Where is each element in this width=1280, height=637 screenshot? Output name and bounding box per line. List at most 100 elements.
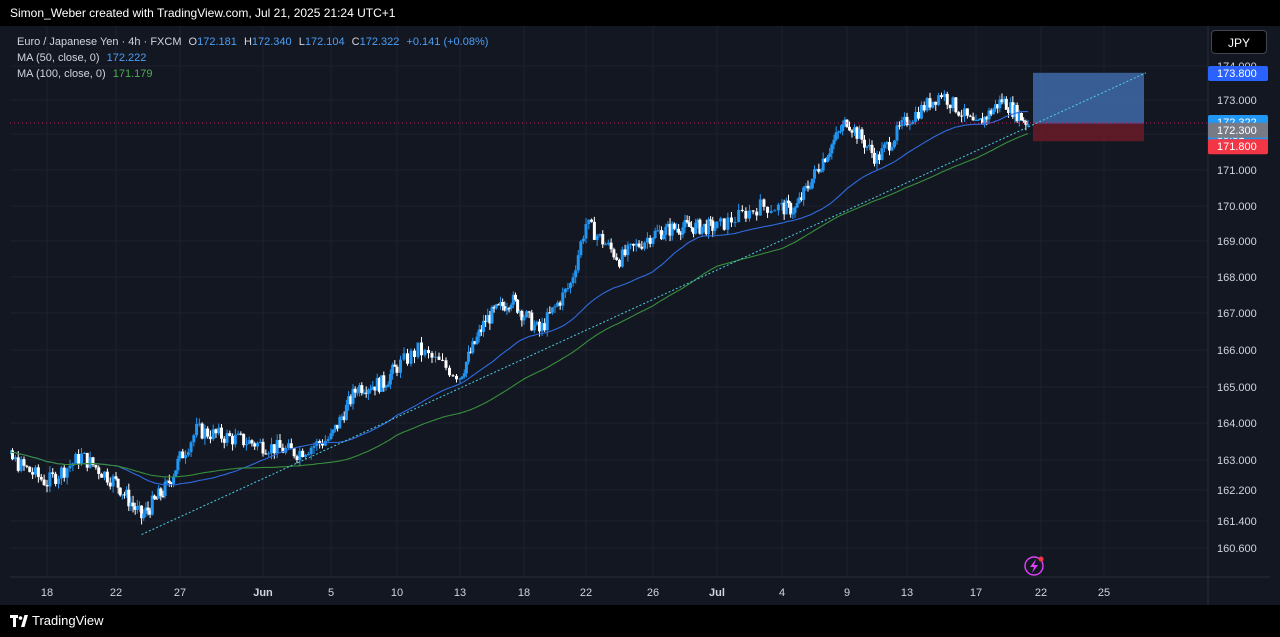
candle-body bbox=[16, 457, 20, 471]
candle-body bbox=[116, 478, 120, 488]
candle-body bbox=[94, 465, 98, 468]
candle-body bbox=[399, 359, 402, 373]
candle-body bbox=[312, 445, 316, 448]
candle-body bbox=[272, 444, 276, 454]
chart-area[interactable]: 160.600 161.400 162.200 163.000 164.000 165.0… bbox=[0, 26, 1270, 605]
candle-body bbox=[981, 118, 984, 125]
candle-body bbox=[1011, 102, 1015, 117]
candle-body bbox=[127, 489, 131, 507]
candle-body bbox=[448, 367, 451, 376]
candle-body bbox=[813, 169, 816, 179]
price-tick-label: 169.000 bbox=[1217, 236, 1257, 248]
candle-body bbox=[832, 139, 836, 145]
candle-body bbox=[344, 404, 348, 421]
candle-body bbox=[971, 116, 975, 121]
candle-body bbox=[336, 424, 340, 429]
candle-body bbox=[815, 169, 819, 171]
candle-body bbox=[664, 226, 668, 235]
candle-body bbox=[167, 480, 171, 483]
candle-body bbox=[657, 230, 661, 232]
candle-body bbox=[666, 223, 670, 227]
time-tick-label: 22 bbox=[1035, 587, 1047, 599]
candle-body bbox=[503, 306, 507, 311]
candle-body bbox=[384, 386, 388, 388]
candle-body bbox=[184, 455, 188, 459]
candle-body bbox=[885, 142, 889, 145]
candle-body bbox=[681, 227, 685, 235]
candle-body bbox=[595, 235, 599, 240]
candle-body bbox=[828, 153, 832, 158]
candle-body bbox=[195, 423, 199, 436]
candle-body bbox=[538, 321, 541, 332]
candle-body bbox=[643, 242, 647, 249]
candle-body bbox=[484, 320, 488, 323]
candle-body bbox=[689, 226, 693, 228]
candle-body bbox=[908, 124, 912, 126]
candle-body bbox=[870, 144, 874, 153]
candle-body bbox=[250, 440, 254, 444]
candle-body bbox=[434, 356, 437, 358]
ma100-value: 171.179 bbox=[112, 68, 153, 80]
candle-body bbox=[42, 479, 46, 486]
candle-body bbox=[737, 209, 741, 223]
legend-ma50-row[interactable]: MA (50, close, 0) 172.222 bbox=[17, 50, 488, 66]
candle-body bbox=[968, 115, 972, 117]
candle-body bbox=[278, 440, 282, 448]
attribution-bar: Simon_Weber created with TradingView.com… bbox=[0, 0, 1280, 26]
price-chart[interactable]: 160.600 161.400 162.200 163.000 164.000 165.0… bbox=[0, 26, 1270, 605]
candle-body bbox=[150, 495, 154, 515]
candle-body bbox=[214, 429, 218, 434]
price-label-target: 173.800 bbox=[1208, 66, 1268, 81]
candle-body bbox=[687, 222, 691, 227]
price-tick-label: 161.400 bbox=[1217, 516, 1257, 528]
candle-body bbox=[576, 255, 580, 271]
candle-body bbox=[471, 341, 475, 353]
symbol-name[interactable]: Euro / Japanese Yen · 4h · FXCM bbox=[17, 36, 182, 48]
currency-button[interactable]: JPY bbox=[1211, 30, 1267, 54]
candle-body bbox=[766, 206, 770, 213]
candle-body bbox=[298, 450, 302, 460]
candle-body bbox=[553, 306, 557, 308]
footer-brand[interactable]: TradingView bbox=[32, 613, 104, 628]
candle-body bbox=[830, 144, 834, 154]
candle-body bbox=[358, 385, 362, 393]
candle-body bbox=[152, 495, 156, 499]
time-axis[interactable]: 18 22 27 Jun 5 10 13 18 22 26 Jul 4 9 13 17 22 25 bbox=[41, 587, 1110, 599]
candle-body bbox=[789, 202, 793, 215]
candle-body bbox=[360, 385, 364, 394]
candle-body bbox=[623, 249, 627, 256]
candle-body bbox=[776, 204, 780, 211]
alert-lightning-icon[interactable] bbox=[1024, 556, 1044, 576]
legend-ma100-row[interactable]: MA (100, close, 0) 171.179 bbox=[17, 66, 488, 82]
candle-body bbox=[821, 158, 825, 171]
candle-body bbox=[1007, 109, 1010, 113]
price-axis[interactable]: 160.600 161.400 162.200 163.000 164.000 165.0… bbox=[1217, 61, 1257, 555]
candle-body bbox=[393, 364, 397, 367]
candle-body bbox=[142, 513, 146, 519]
attribution-text: Simon_Weber created with TradingView.com… bbox=[10, 6, 396, 20]
candle-body bbox=[917, 111, 920, 119]
candle-body bbox=[976, 119, 980, 121]
candle-body bbox=[301, 450, 305, 457]
candle-body bbox=[333, 424, 337, 430]
candle-body bbox=[111, 476, 115, 487]
change-value: +0.141 (+0.08%) bbox=[406, 36, 489, 48]
candle-body bbox=[34, 467, 37, 475]
candle-body bbox=[960, 115, 964, 117]
candle-body bbox=[68, 465, 72, 469]
high-value: 172.340 bbox=[251, 36, 292, 48]
candle-body bbox=[501, 302, 505, 307]
ma50-label: MA (50, close, 0) bbox=[17, 52, 100, 64]
candle-body bbox=[571, 277, 575, 284]
candle-body bbox=[406, 353, 409, 364]
candle-body bbox=[715, 221, 719, 229]
price-tick-label: 167.000 bbox=[1217, 308, 1257, 320]
candle-body bbox=[488, 315, 492, 324]
candle-body bbox=[189, 442, 193, 453]
time-tick-label: 26 bbox=[647, 587, 659, 599]
candle-body bbox=[57, 478, 60, 484]
candle-body bbox=[637, 243, 641, 247]
candle-body bbox=[592, 221, 596, 240]
candle-body bbox=[940, 95, 943, 98]
candle-body bbox=[74, 454, 78, 464]
